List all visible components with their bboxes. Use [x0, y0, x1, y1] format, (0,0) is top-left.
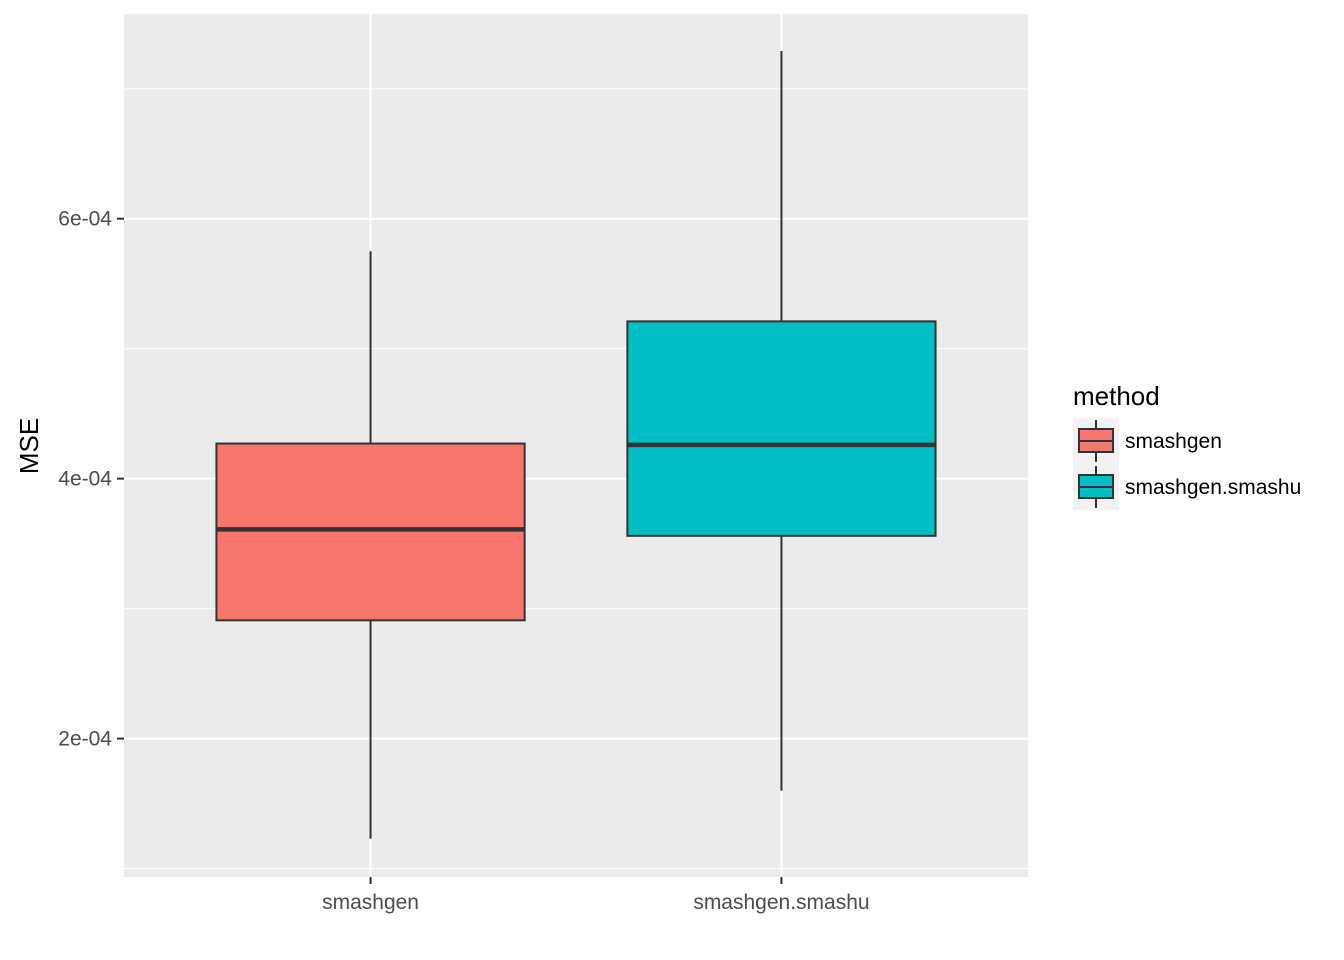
y-tick-label: 4e-04 [58, 468, 112, 491]
x-axis: smashgen smashgen.smashu [322, 877, 870, 914]
y-tick-label: 2e-04 [58, 728, 112, 751]
box-smashgen.smashu [626, 51, 937, 791]
boxes [215, 51, 937, 839]
box-iqr [626, 320, 937, 537]
x-tick-label: smashgen [322, 891, 419, 914]
box-iqr [215, 442, 526, 622]
y-axis: 2e-04 4e-04 6e-04 [58, 208, 124, 751]
legend-item-smashgen: smashgen [1073, 418, 1222, 464]
legend-label: smashgen [1125, 430, 1222, 453]
legend-label: smashgen.smashu [1125, 476, 1301, 499]
y-tick-label: 6e-04 [58, 208, 112, 231]
legend: method smashgen smashgen.smashu [1073, 381, 1301, 510]
y-axis-title: MSE [14, 418, 44, 474]
x-tick-label: smashgen.smashu [693, 891, 869, 914]
box-smashgen [215, 251, 526, 839]
legend-title: method [1073, 381, 1160, 411]
legend-item-smashgen.smashu: smashgen.smashu [1073, 464, 1301, 510]
